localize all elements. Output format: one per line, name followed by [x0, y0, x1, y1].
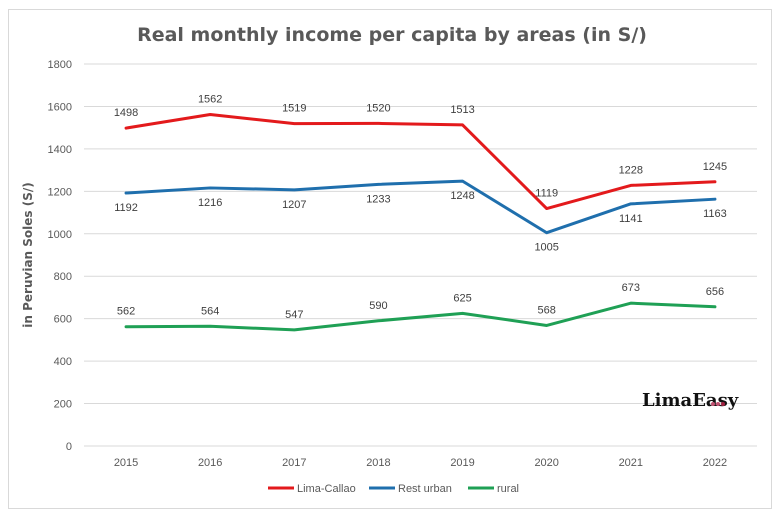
watermark-dot	[721, 402, 725, 406]
x-tick-label: 2022	[703, 457, 727, 469]
x-tick-label: 2015	[114, 457, 138, 469]
data-label: 547	[285, 309, 303, 321]
x-tick-label: 2017	[282, 457, 306, 469]
series-lines	[124, 113, 717, 332]
y-axis-label: in Peruvian Soles (S/)	[21, 182, 35, 327]
data-label: 564	[201, 305, 219, 317]
data-label: 1163	[703, 208, 727, 220]
data-label: 1513	[450, 104, 474, 116]
series-line-lima-callao	[124, 113, 717, 211]
series-line-rural	[124, 301, 717, 332]
watermark-text: LimaEasy	[642, 390, 739, 411]
y-tick-label: 200	[54, 399, 72, 411]
data-label: 1233	[366, 193, 390, 205]
data-label: 1520	[366, 102, 390, 114]
x-tick-label: 2020	[534, 457, 558, 469]
series-line-rest-urban	[124, 179, 717, 235]
y-tick-label: 1800	[48, 59, 72, 71]
watermark-dot	[716, 402, 720, 406]
y-tick-label: 800	[54, 271, 72, 283]
x-tick-label: 2016	[198, 457, 222, 469]
data-labels: 1498 1562 1519 1520 1513 1119 1228 1245 1192 1216…	[114, 94, 727, 321]
y-tick-label: 400	[54, 356, 72, 368]
watermark-dot	[711, 402, 715, 406]
y-tick-label: 1600	[48, 101, 72, 113]
data-label: 1207	[282, 199, 306, 211]
chart-frame	[8, 9, 772, 509]
data-label: 1519	[282, 103, 306, 115]
data-label: 1141	[619, 213, 643, 225]
data-label: 568	[538, 304, 556, 316]
legend-label: Lima-Callao	[297, 483, 356, 495]
data-label: 1192	[114, 202, 138, 214]
legend-label: Rest urban	[398, 483, 452, 495]
y-tick-label: 600	[54, 314, 72, 326]
legend-label: rural	[497, 483, 519, 495]
data-label: 1245	[703, 161, 727, 173]
data-label: 1562	[198, 94, 222, 106]
legend: Lima-Callao Rest urban rural	[268, 483, 519, 495]
y-tick-label: 1400	[48, 144, 72, 156]
data-label: 562	[117, 306, 135, 318]
data-label: 673	[622, 282, 640, 294]
x-tick-label: 2021	[619, 457, 643, 469]
y-axis-ticks: 0 200 400 600 800 1000 1200 1400 1600 1800	[48, 59, 72, 453]
x-tick-label: 2019	[450, 457, 474, 469]
limaeasy-logo: LimaEasy	[642, 390, 739, 411]
x-axis-ticks: 2015 2016 2017 2018 2019 2020 2021 2022	[114, 457, 727, 469]
gridlines	[84, 63, 757, 447]
data-label: 656	[706, 286, 724, 298]
data-label: 1498	[114, 107, 138, 119]
chart-title: Real monthly income per capita by areas …	[137, 24, 647, 46]
x-tick-label: 2018	[366, 457, 390, 469]
data-label: 1005	[534, 242, 558, 254]
data-label: 625	[453, 292, 471, 304]
y-tick-label: 0	[66, 441, 72, 453]
data-label: 1228	[619, 164, 643, 176]
data-label: 590	[369, 300, 387, 312]
y-tick-label: 1000	[48, 229, 72, 241]
y-tick-label: 1200	[48, 186, 72, 198]
data-label: 1248	[450, 190, 474, 202]
data-label: 1216	[198, 197, 222, 209]
data-label: 1119	[535, 188, 558, 200]
